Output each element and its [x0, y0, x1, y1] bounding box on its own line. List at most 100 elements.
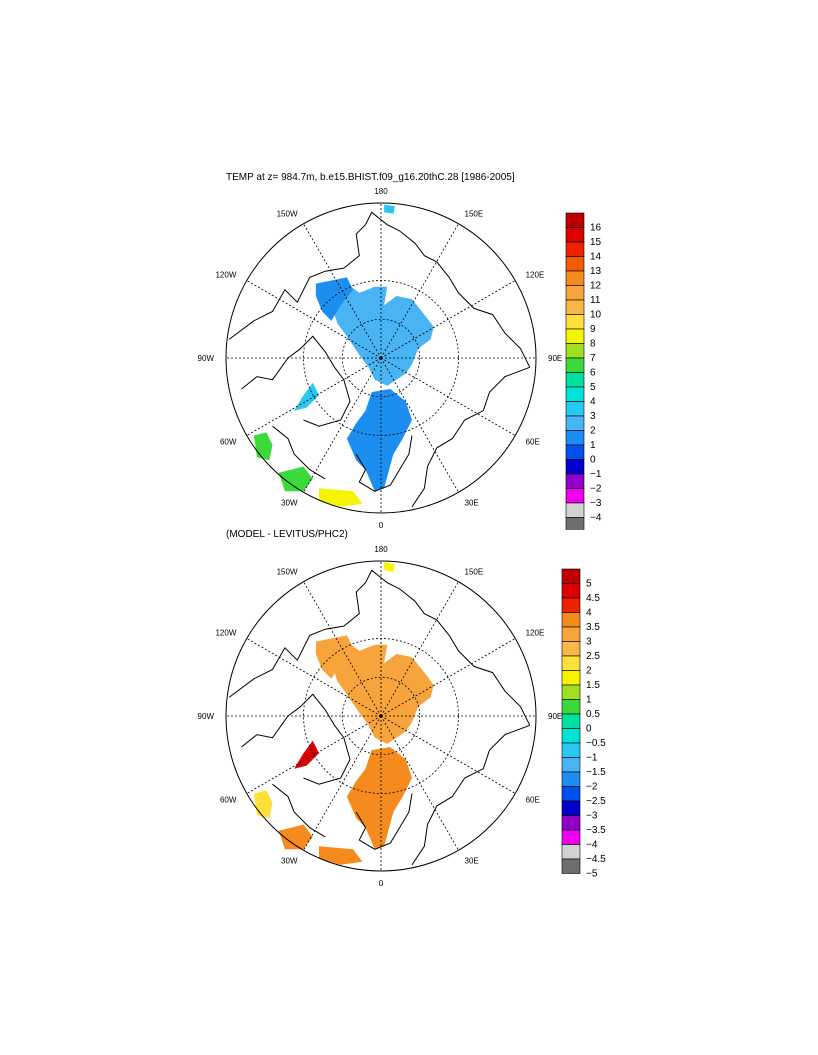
colorbar-label: −0.5 — [586, 738, 606, 749]
lon-label-120E: 120E — [526, 629, 545, 638]
colorbar-label: 0 — [590, 455, 596, 466]
colorbar-label: −3 — [590, 498, 602, 509]
meridian-1 — [380, 581, 459, 717]
region-iceland — [278, 824, 313, 850]
colorbar-swatch — [561, 597, 581, 613]
colorbar-label: 3 — [590, 411, 596, 422]
colorbar-swatch — [561, 771, 581, 787]
map-border — [225, 202, 537, 514]
lon-label-180: 180 — [374, 545, 388, 554]
polar-map-1: 180 150E 120E 90E 60E 30E 0 30W 60W 90W 120W 150W — [198, 545, 563, 888]
colorbar-label: 2 — [586, 666, 592, 677]
region-iceland — [278, 466, 313, 492]
lon-label-120W: 120W — [215, 271, 236, 280]
colorbar-swatch — [561, 583, 581, 599]
lon-label-150W: 150W — [277, 567, 298, 576]
region-bering — [384, 204, 395, 214]
region-barents — [346, 747, 412, 850]
colorbar-swatch — [561, 858, 581, 874]
colorbar-label: 4 — [586, 608, 592, 619]
colorbar-swatch — [561, 786, 581, 802]
map-border — [225, 560, 537, 872]
colorbar-swatch — [561, 829, 581, 845]
colorbar-label: −1.5 — [586, 767, 606, 778]
colorbar-label: −4 — [590, 513, 602, 524]
colorbar-swatch — [561, 742, 581, 758]
coastline-1 — [414, 243, 531, 368]
lon-label-150E: 150E — [465, 209, 484, 218]
colorbar-swatch — [561, 568, 581, 584]
meridian-11 — [303, 223, 382, 359]
colorbar-swatch — [561, 670, 581, 686]
region-north-atlantic — [319, 488, 363, 507]
meridian-5 — [380, 357, 459, 493]
colorbar-swatch — [561, 641, 581, 657]
region-north-atlantic — [319, 846, 363, 865]
colorbar-label: 1.5 — [586, 680, 600, 691]
lon-label-120W: 120W — [215, 629, 236, 638]
coastline-5 — [355, 435, 413, 492]
colorbar-label: 3.5 — [586, 622, 600, 633]
colorbar-label: 7 — [590, 353, 596, 364]
lon-label-120E: 120E — [526, 271, 545, 280]
region-bering — [384, 562, 395, 572]
meridian-4 — [380, 357, 516, 436]
colorbar-swatch — [561, 757, 581, 773]
colorbar-swatch — [561, 699, 581, 715]
coastline-0 — [228, 569, 416, 698]
meridian-7 — [303, 357, 382, 493]
colorbar-swatch — [561, 684, 581, 700]
colorbar-label: 1 — [586, 695, 592, 706]
polar-map-0: 180 150E 120E 90E 60E 30E 0 30W 60W 90W 120W 150W — [198, 187, 563, 530]
coastline-2 — [411, 366, 530, 508]
latitude-circle-1 — [341, 676, 421, 756]
colorbar-label: 14 — [590, 252, 602, 263]
colorbar-label: −1 — [590, 469, 602, 480]
lon-label-180: 180 — [374, 187, 388, 196]
region-baffin — [294, 740, 319, 769]
colorbar-label: 15 — [590, 237, 602, 248]
colorbar-label: 2 — [590, 426, 596, 437]
lon-label-30W: 30W — [281, 499, 298, 508]
colorbar-swatch — [561, 612, 581, 628]
colorbar-label: 8 — [590, 339, 596, 350]
region-canada — [315, 277, 354, 321]
meridian-10 — [246, 280, 382, 359]
colorbar-label: −3.5 — [586, 825, 606, 836]
colorbar-label: −4.5 — [586, 854, 606, 865]
lon-label-0: 0 — [379, 521, 384, 530]
lon-label-60W: 60W — [220, 438, 237, 447]
colorbar-label: 10 — [590, 310, 602, 321]
colorbar-label: 5 — [586, 579, 592, 590]
colorbar-label: 9 — [590, 324, 596, 335]
lon-label-60E: 60E — [526, 796, 540, 805]
lon-label-150E: 150E — [465, 567, 484, 576]
region-arctic — [326, 283, 434, 386]
colorbar-label: −2.5 — [586, 796, 606, 807]
colorbar-swatch — [561, 713, 581, 729]
meridian-11 — [303, 581, 382, 717]
colorbar-label: 4.5 — [586, 593, 600, 604]
meridian-5 — [380, 715, 459, 851]
coastline-3 — [241, 335, 351, 427]
colorbar-label: −2 — [590, 484, 602, 495]
meridian-2 — [380, 280, 516, 359]
colorbar-label: 4 — [590, 397, 596, 408]
meridian-2 — [380, 638, 516, 717]
lon-label-90E: 90E — [548, 354, 562, 363]
colorbar-swatch — [561, 626, 581, 642]
colorbar-label: 11 — [590, 295, 601, 306]
meridian-4 — [380, 715, 516, 794]
colorbar-1: 5 4.5 4 3.5 3 2.5 2 1.5 1 0.5 0 −0.5 −1 −1.5 −2 −2.5 −3 −… — [561, 568, 606, 880]
colorbar-swatch — [561, 800, 581, 816]
region-arctic — [326, 641, 434, 744]
polar-temperature-map: 180150E120E90E60E30E030W60W90W120W150W16… — [198, 187, 602, 530]
difference-map-title: (MODEL - LEVITUS/PHC2) — [226, 529, 348, 540]
coastline-0 — [228, 211, 416, 340]
region-baffin — [294, 382, 319, 411]
colorbar-label: 2.5 — [586, 651, 600, 662]
coastline-1 — [414, 601, 531, 726]
colorbar-label: 0 — [586, 724, 592, 735]
